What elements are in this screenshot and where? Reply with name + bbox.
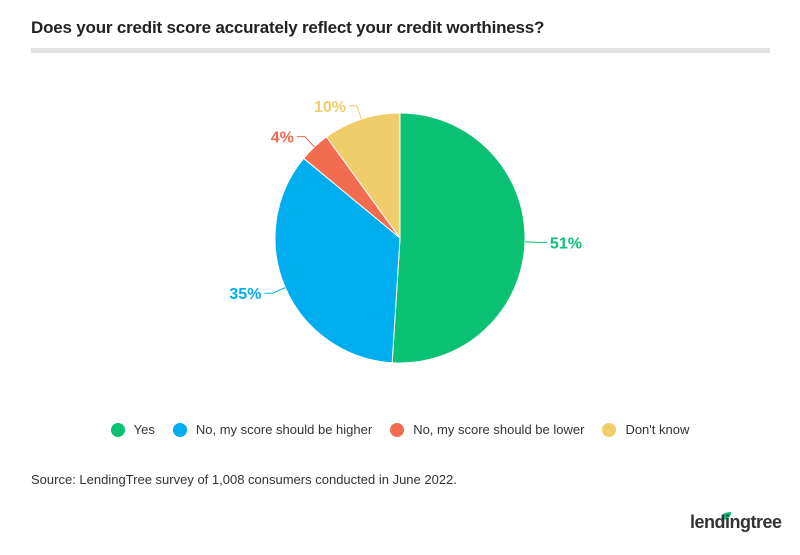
pie-slice-0 [391, 112, 526, 364]
source-note: Source: LendingTree survey of 1,008 cons… [31, 472, 457, 487]
legend-label: Yes [133, 422, 155, 437]
legend-label: Don't know [625, 422, 690, 437]
lendingtree-logo: lendingtree [690, 512, 782, 532]
pie-slice-3 [325, 112, 401, 240]
leader-line-2 [296, 136, 315, 148]
leader-line-3 [349, 105, 362, 120]
legend-swatch [602, 422, 617, 437]
leaf-logo-icon [721, 512, 731, 520]
legend-item-2: No, my score should be lower [390, 422, 584, 437]
legend-item-1: No, my score should be higher [172, 422, 373, 437]
pie-chart: 51% 35% 4% 10% [229, 99, 582, 364]
legend-label: No, my score should be higher [195, 422, 373, 437]
chart-title: Does your credit score accurately reflec… [31, 18, 545, 37]
legend-item-0: Yes [110, 422, 155, 437]
data-label-2: 4% [271, 130, 294, 147]
legend-item-3: Don't know [602, 422, 689, 437]
title-divider [31, 48, 770, 53]
leader-line-1 [264, 287, 286, 294]
pie-slice-1 [274, 157, 401, 364]
legend-swatch [390, 422, 405, 437]
legend: Yes No, my score should be higher No, my s… [0, 422, 800, 437]
legend-label: No, my score should be lower [413, 422, 585, 437]
data-label-0: 51% [550, 235, 582, 252]
data-label-1: 35% [229, 286, 261, 303]
legend-swatch [110, 422, 125, 437]
legend-swatch [172, 422, 187, 437]
data-label-3: 10% [314, 99, 346, 116]
